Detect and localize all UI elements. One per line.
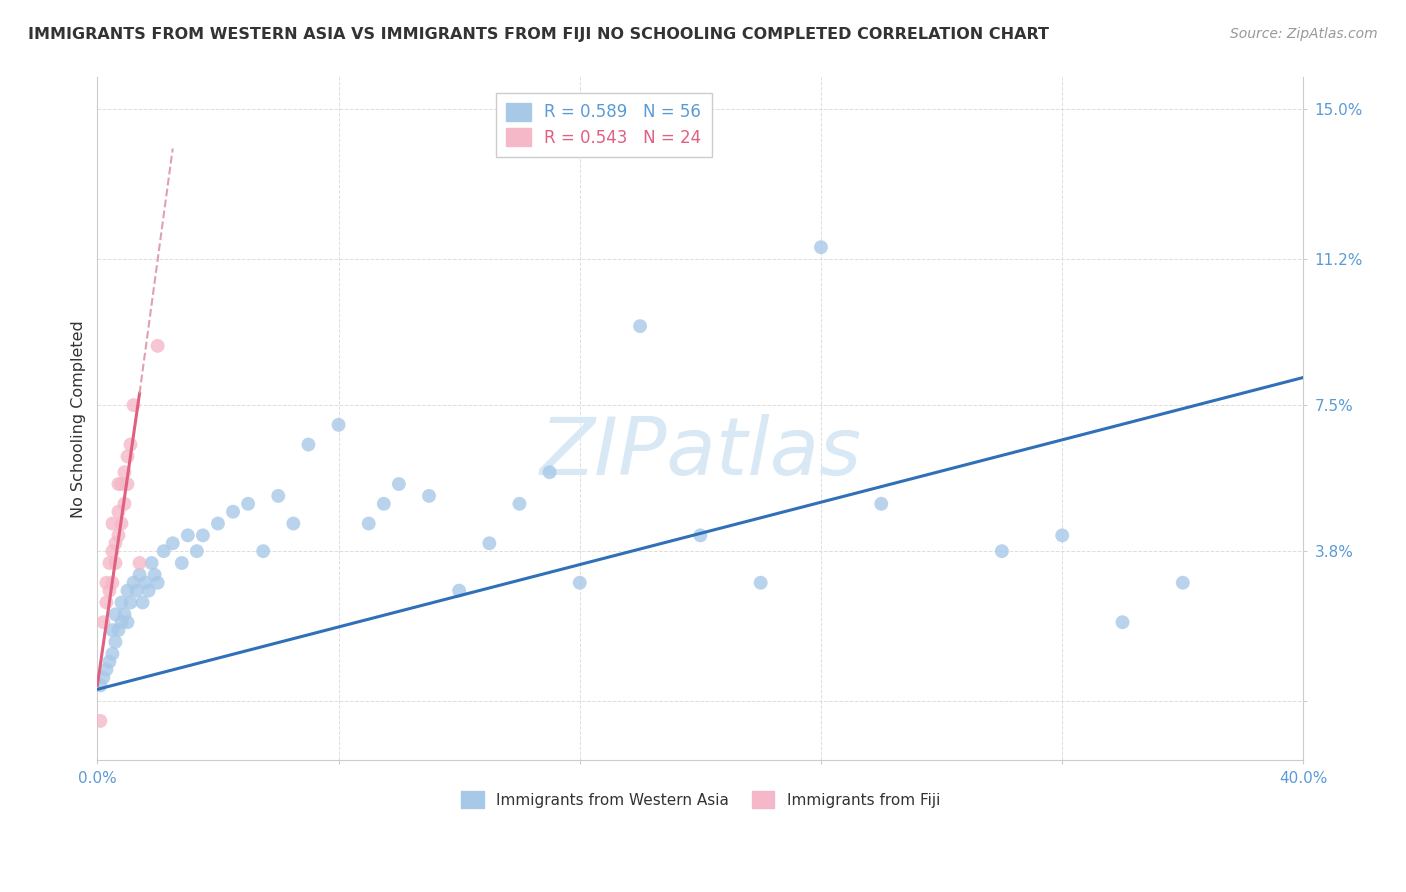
Point <box>104 536 127 550</box>
Point <box>222 505 245 519</box>
Text: IMMIGRANTS FROM WESTERN ASIA VS IMMIGRANTS FROM FIJI NO SCHOOLING COMPLETED CORR: IMMIGRANTS FROM WESTERN ASIA VS IMMIGRAN… <box>28 27 1049 42</box>
Point <box>122 575 145 590</box>
Point <box>236 497 259 511</box>
Point <box>357 516 380 531</box>
Point <box>96 575 118 590</box>
Point <box>128 567 150 582</box>
Point <box>114 465 136 479</box>
Point <box>1050 528 1073 542</box>
Point <box>628 319 651 334</box>
Point <box>117 583 139 598</box>
Point <box>252 544 274 558</box>
Y-axis label: No Schooling Completed: No Schooling Completed <box>72 320 86 517</box>
Point <box>93 671 115 685</box>
Point <box>170 556 193 570</box>
Point <box>1111 615 1133 630</box>
Text: ZIPatlas: ZIPatlas <box>540 414 862 492</box>
Point <box>107 623 129 637</box>
Text: Source: ZipAtlas.com: Source: ZipAtlas.com <box>1230 27 1378 41</box>
Point <box>143 567 166 582</box>
Point <box>114 607 136 622</box>
Point <box>101 516 124 531</box>
Point <box>104 556 127 570</box>
Point <box>101 544 124 558</box>
Point <box>98 583 121 598</box>
Point <box>449 583 471 598</box>
Point <box>98 655 121 669</box>
Point <box>107 505 129 519</box>
Point <box>107 477 129 491</box>
Legend: Immigrants from Western Asia, Immigrants from Fiji: Immigrants from Western Asia, Immigrants… <box>454 785 946 814</box>
Point <box>104 635 127 649</box>
Point <box>117 615 139 630</box>
Point <box>373 497 395 511</box>
Point <box>508 497 530 511</box>
Point <box>101 575 124 590</box>
Point <box>131 595 153 609</box>
Point <box>96 663 118 677</box>
Point <box>186 544 208 558</box>
Point <box>810 240 832 254</box>
Point <box>297 437 319 451</box>
Point <box>207 516 229 531</box>
Point <box>141 556 163 570</box>
Point <box>267 489 290 503</box>
Point <box>114 497 136 511</box>
Point <box>110 615 132 630</box>
Point <box>418 489 440 503</box>
Point <box>93 615 115 630</box>
Point <box>117 477 139 491</box>
Point <box>870 497 893 511</box>
Point <box>110 595 132 609</box>
Point <box>120 595 142 609</box>
Point <box>146 575 169 590</box>
Point <box>125 583 148 598</box>
Point <box>101 623 124 637</box>
Point <box>328 417 350 432</box>
Point <box>152 544 174 558</box>
Point <box>122 398 145 412</box>
Point <box>128 556 150 570</box>
Point <box>98 556 121 570</box>
Point <box>538 465 561 479</box>
Point <box>991 544 1014 558</box>
Point <box>689 528 711 542</box>
Point <box>101 647 124 661</box>
Point <box>283 516 305 531</box>
Point <box>96 595 118 609</box>
Point <box>120 437 142 451</box>
Point <box>388 477 411 491</box>
Point <box>177 528 200 542</box>
Point <box>478 536 501 550</box>
Point <box>104 607 127 622</box>
Point <box>162 536 184 550</box>
Point <box>107 528 129 542</box>
Point <box>1171 575 1194 590</box>
Point <box>749 575 772 590</box>
Point <box>89 714 111 728</box>
Point <box>138 583 160 598</box>
Point <box>135 575 157 590</box>
Point <box>146 339 169 353</box>
Point <box>89 678 111 692</box>
Point <box>117 450 139 464</box>
Point <box>191 528 214 542</box>
Point <box>110 477 132 491</box>
Point <box>568 575 591 590</box>
Point <box>110 516 132 531</box>
